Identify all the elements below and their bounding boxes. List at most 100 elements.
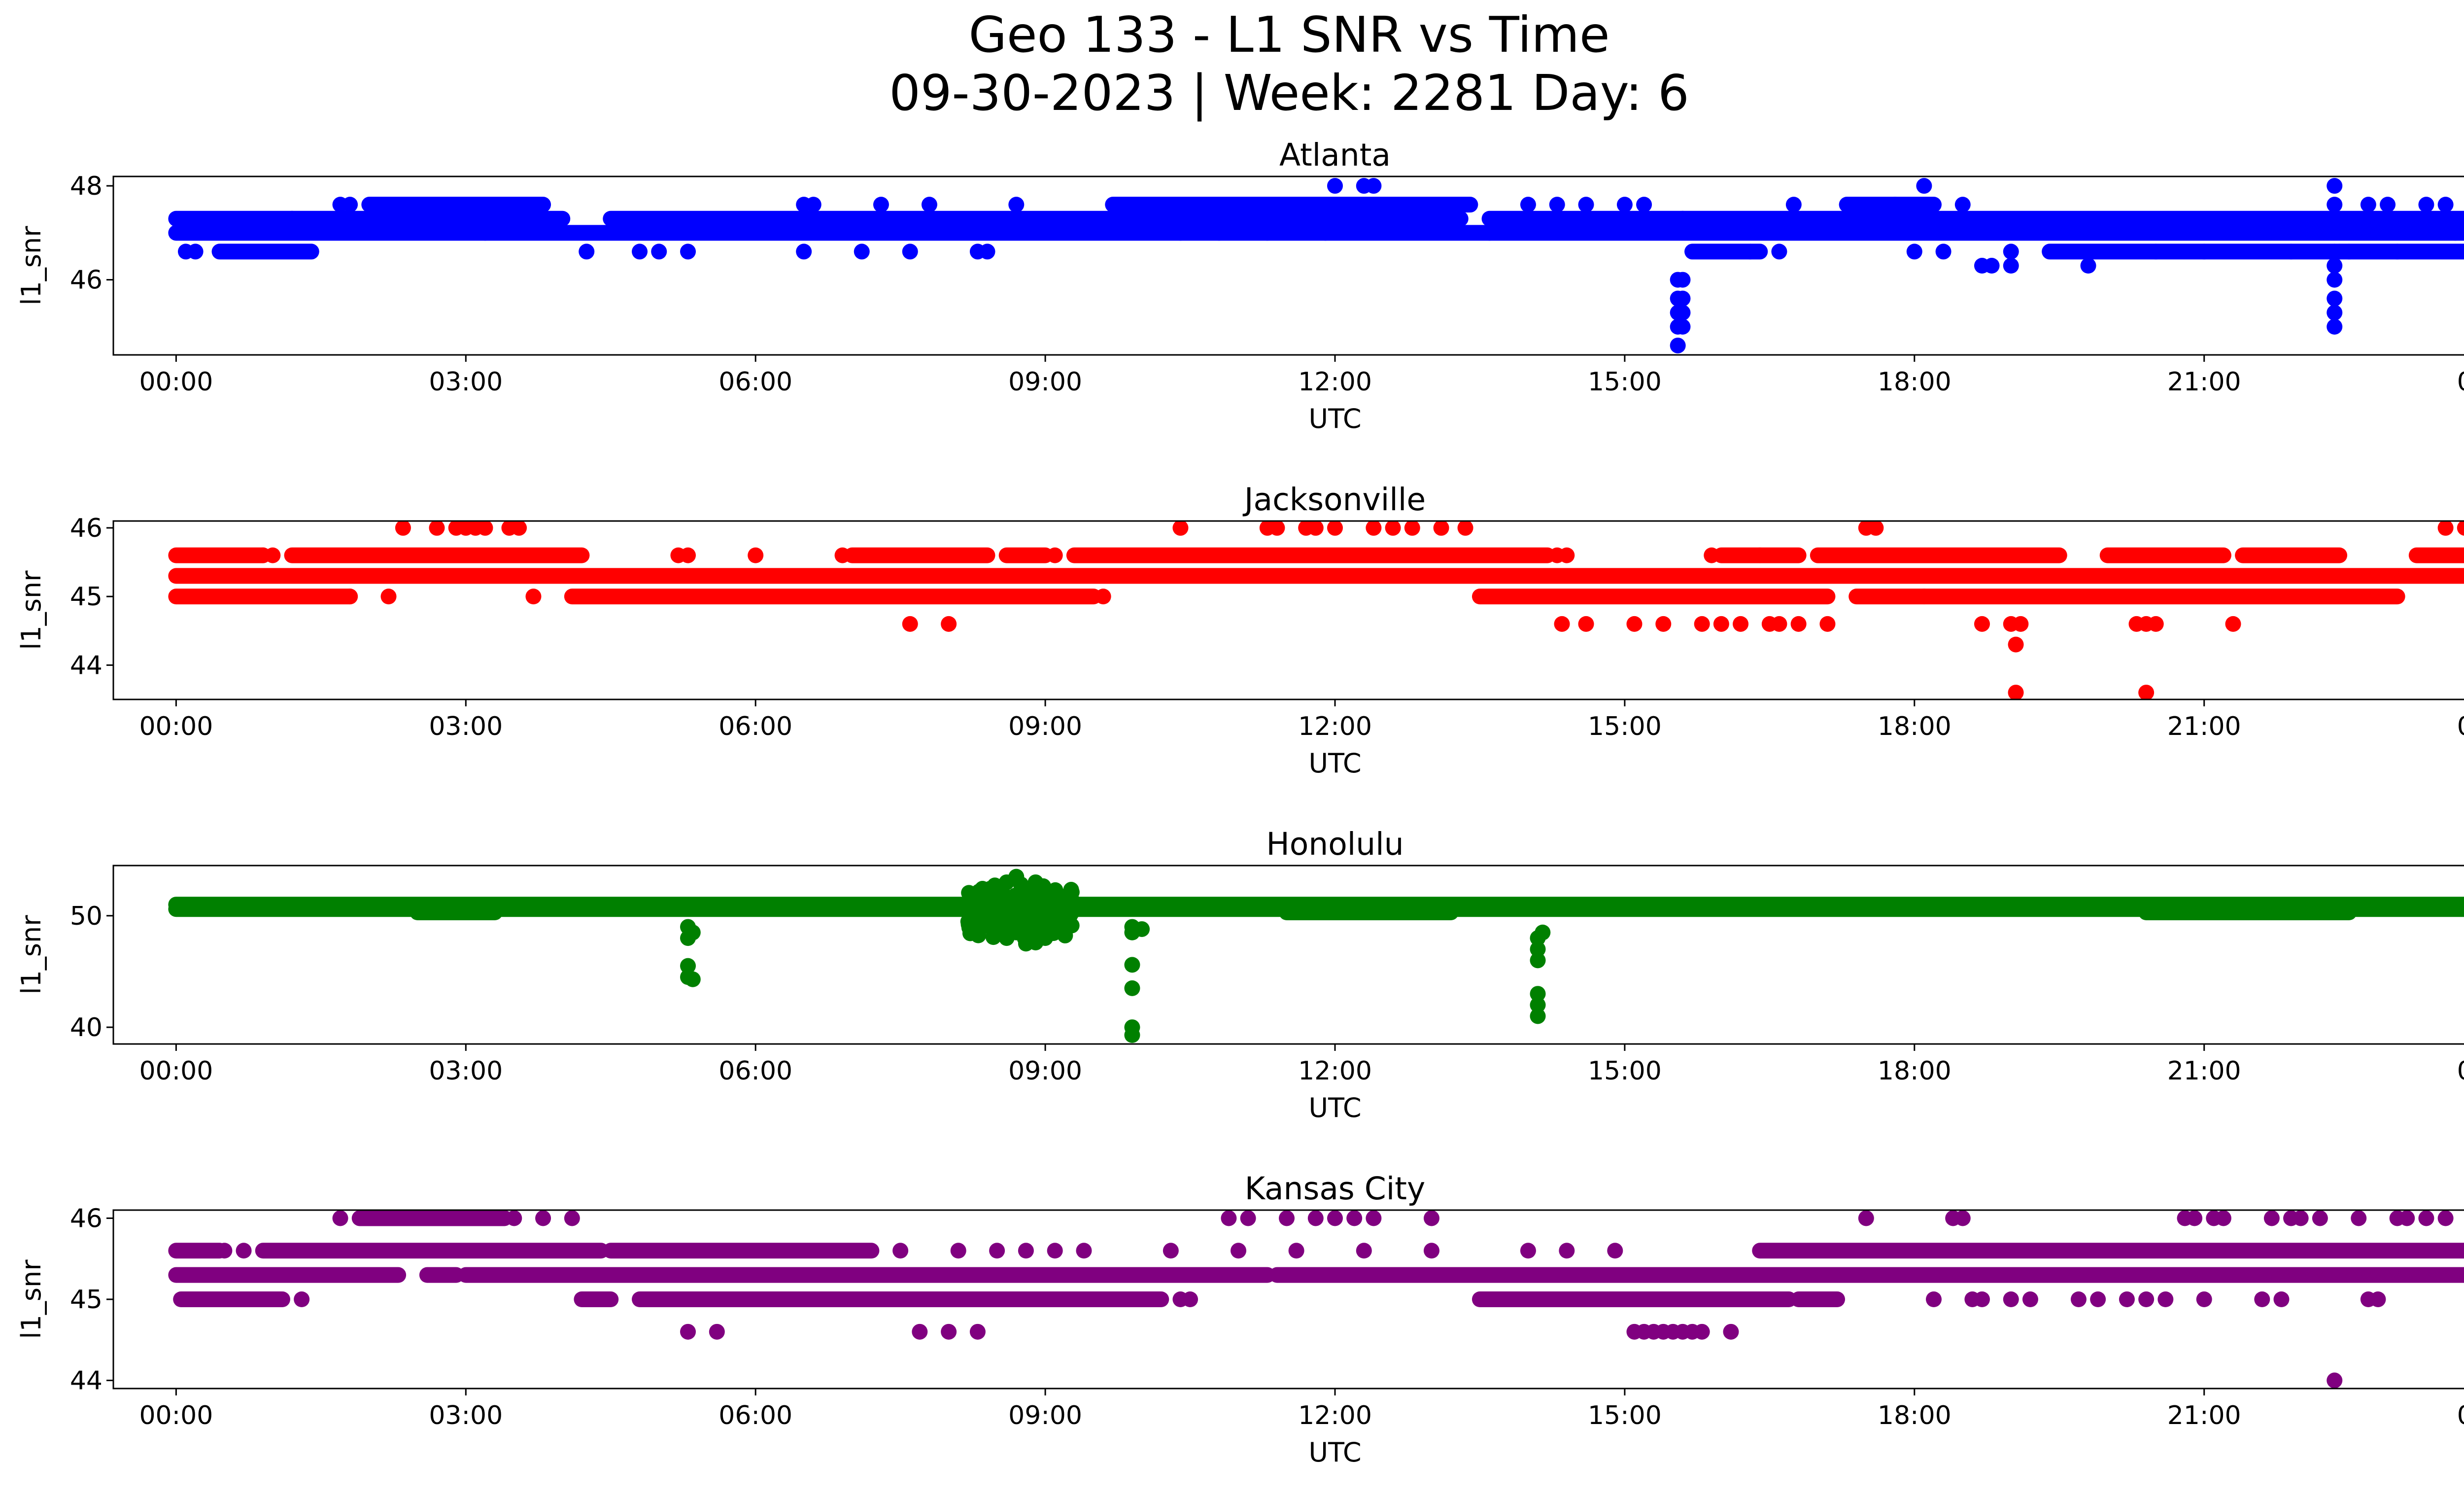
data-point (477, 225, 493, 241)
x-axis-label: UTC (1308, 403, 1361, 434)
data-band (574, 1291, 619, 1307)
x-tick-label: 03:00 (429, 1056, 503, 1086)
data-point (2327, 197, 2343, 213)
data-point (2008, 685, 2024, 699)
data-point (1819, 616, 1836, 632)
data-point (1134, 921, 1150, 937)
data-point (332, 1210, 348, 1226)
x-tick-label: 18:00 (1878, 712, 1951, 741)
data-band (2099, 547, 2231, 563)
data-point (2418, 197, 2434, 213)
x-tick-label: 00:00 (2457, 367, 2464, 397)
data-point (680, 1323, 696, 1340)
data-point (979, 243, 995, 260)
data-band (284, 547, 590, 563)
data-band (168, 1267, 407, 1283)
data-point (1675, 305, 1691, 321)
data-point (511, 521, 527, 536)
y-tick-label: 45 (70, 582, 103, 612)
data-point (2003, 258, 2019, 274)
data-point (941, 616, 957, 632)
data-point (834, 547, 851, 563)
data-point (429, 521, 445, 536)
y-axis-label: l1_snr (16, 915, 47, 995)
axes-frame (112, 865, 2464, 1045)
data-point (1554, 616, 1570, 632)
x-axis-label: UTC (1308, 748, 1361, 779)
data-band (211, 243, 319, 260)
data-point (2148, 616, 2164, 632)
data-point (1211, 225, 1227, 241)
data-point (2327, 318, 2343, 335)
subplot-grid: Atlanta 00:00 03:00 06:00 09:00 12:00 15:00 18:… (16, 137, 2464, 1468)
data-band (1472, 589, 1836, 605)
data-point (1974, 616, 1990, 632)
data-point (1530, 941, 1546, 957)
data-point (1288, 1243, 1304, 1259)
y-tick-label: 45 (70, 1285, 103, 1315)
data-point (1530, 952, 1546, 969)
data-point (680, 243, 696, 260)
x-tick-label: 12:00 (1298, 1401, 1372, 1430)
data-point (2022, 1291, 2038, 1307)
data-point (1916, 178, 1932, 194)
data-band (168, 589, 358, 605)
data-point (1887, 197, 1903, 213)
y-tick-label: 50 (70, 902, 103, 931)
subplot-atlanta: Atlanta 00:00 03:00 06:00 09:00 12:00 15:00 18:… (16, 137, 2464, 434)
data-band (255, 1243, 609, 1259)
data-point (1279, 1210, 1295, 1226)
data-point (2327, 272, 2343, 288)
data-point (2399, 1210, 2415, 1226)
data-point (2418, 1210, 2434, 1226)
data-point (1675, 272, 1691, 288)
data-point (950, 1243, 966, 1259)
subplot-jacksonville: Jacksonville 00:00 03:00 06:00 09:00 12:00 15:… (16, 482, 2464, 779)
x-tick-label: 09:00 (1008, 1056, 1082, 1086)
data-point (2370, 1291, 2386, 1307)
data-point (2148, 243, 2164, 260)
data-band (2042, 243, 2464, 260)
data-points (168, 521, 2464, 699)
data-point (1723, 1323, 1739, 1340)
x-tick-label: 12:00 (1298, 712, 1372, 741)
data-point (1047, 547, 1063, 563)
data-point (1675, 318, 1691, 335)
data-band (168, 225, 2464, 241)
data-point (1366, 521, 1382, 536)
data-point (2013, 616, 2029, 632)
data-point (1008, 197, 1025, 213)
data-point (2283, 243, 2299, 260)
data-point (1559, 547, 1575, 563)
data-point (1037, 930, 1054, 946)
data-point (2254, 1291, 2270, 1307)
data-band (168, 1243, 228, 1259)
data-point (1221, 1210, 1237, 1226)
data-point (2437, 197, 2454, 213)
data-point (2327, 258, 2343, 274)
data-point (1062, 917, 1079, 933)
data-point (1916, 589, 1932, 605)
x-tick-label: 15:00 (1588, 1401, 1662, 1430)
data-band (173, 1291, 290, 1307)
data-points (168, 178, 2464, 353)
data-point (902, 243, 918, 260)
data-point (684, 971, 701, 987)
data-point (709, 1323, 725, 1340)
y-tick-label: 46 (70, 514, 103, 543)
data-point (941, 1323, 957, 1340)
data-point (1172, 225, 1189, 241)
data-point (525, 589, 542, 605)
data-band (2408, 547, 2464, 563)
data-point (873, 197, 889, 213)
data-point (2080, 258, 2096, 274)
subplot-honolulu: Honolulu 00:00 03:00 06:00 09:00 12:00 15:00 18… (16, 826, 2464, 1123)
figure-title-line1: Geo 133 - L1 SNR vs Time (969, 6, 1610, 64)
data-point (1346, 1210, 1363, 1226)
x-tick-label: 18:00 (1878, 367, 1951, 397)
data-point (1675, 290, 1691, 307)
data-point (342, 589, 358, 605)
axes-frame (112, 1209, 2464, 1390)
data-point (1868, 521, 1884, 536)
data-point (2196, 243, 2212, 260)
